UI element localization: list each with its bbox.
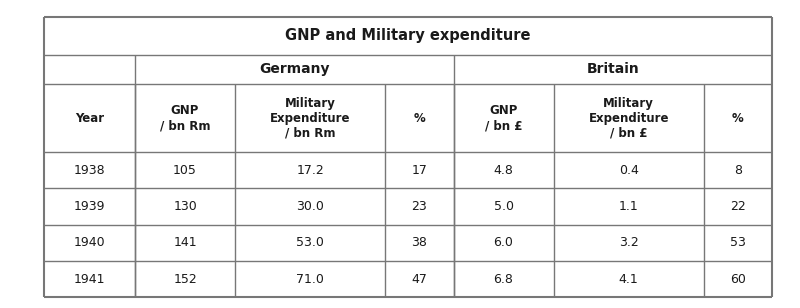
Text: 130: 130 xyxy=(173,200,197,213)
Text: 60: 60 xyxy=(730,273,746,286)
Text: Britain: Britain xyxy=(586,62,639,76)
Text: Germany: Germany xyxy=(259,62,330,76)
Text: Military
Expenditure
/ bn Rm: Military Expenditure / bn Rm xyxy=(270,96,350,140)
Text: 71.0: 71.0 xyxy=(296,273,324,286)
Text: Year: Year xyxy=(75,111,104,124)
Text: 47: 47 xyxy=(411,273,427,286)
Text: 1939: 1939 xyxy=(74,200,106,213)
Text: 0.4: 0.4 xyxy=(618,164,638,177)
Text: 152: 152 xyxy=(173,273,197,286)
Text: GNP and Military expenditure: GNP and Military expenditure xyxy=(286,28,530,43)
Text: 1938: 1938 xyxy=(74,164,106,177)
Text: 6.0: 6.0 xyxy=(494,236,514,249)
Text: %: % xyxy=(414,111,426,124)
Text: 1941: 1941 xyxy=(74,273,106,286)
Text: 53: 53 xyxy=(730,236,746,249)
Text: 22: 22 xyxy=(730,200,746,213)
Text: 5.0: 5.0 xyxy=(494,200,514,213)
Text: 4.8: 4.8 xyxy=(494,164,514,177)
Text: 8: 8 xyxy=(734,164,742,177)
Text: 141: 141 xyxy=(174,236,197,249)
Text: 4.1: 4.1 xyxy=(619,273,638,286)
Text: 1940: 1940 xyxy=(74,236,106,249)
Text: 1.1: 1.1 xyxy=(619,200,638,213)
Text: 38: 38 xyxy=(411,236,427,249)
Text: 6.8: 6.8 xyxy=(494,273,514,286)
Text: 23: 23 xyxy=(411,200,427,213)
Text: GNP
/ bn £: GNP / bn £ xyxy=(485,104,522,132)
Text: %: % xyxy=(732,111,744,124)
Text: 30.0: 30.0 xyxy=(296,200,324,213)
Text: 105: 105 xyxy=(173,164,197,177)
Text: 17: 17 xyxy=(411,164,427,177)
Text: 17.2: 17.2 xyxy=(296,164,324,177)
Text: GNP
/ bn Rm: GNP / bn Rm xyxy=(160,104,210,132)
Text: 53.0: 53.0 xyxy=(296,236,324,249)
Text: 3.2: 3.2 xyxy=(619,236,638,249)
Text: Military
Expenditure
/ bn £: Military Expenditure / bn £ xyxy=(589,96,669,140)
